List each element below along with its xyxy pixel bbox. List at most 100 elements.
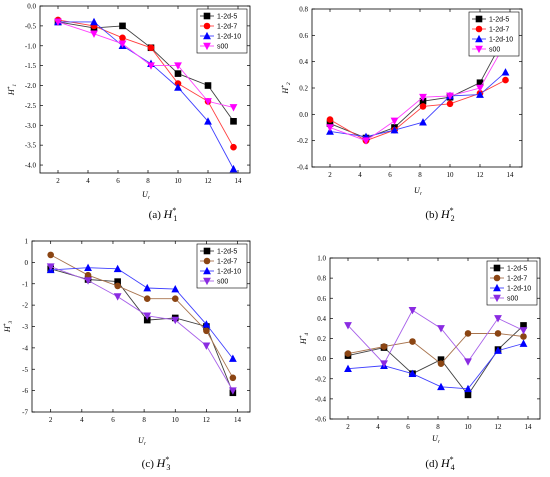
data-point-1-2d-10 [204, 117, 212, 125]
data-point-s00 [46, 263, 55, 271]
x-tick-label: 4 [86, 177, 90, 185]
x-tick-label: 14 [525, 423, 533, 431]
x-axis-label-sub: r [148, 195, 151, 201]
data-point-s00 [408, 307, 417, 315]
x-tick-label: 6 [111, 416, 115, 424]
data-point-1-2d-10 [437, 382, 445, 391]
y-tick-label: -1.5 [25, 62, 37, 70]
data-point-1-2d-10 [84, 263, 92, 272]
data-point-s00 [419, 93, 427, 102]
legend-label: s00 [217, 279, 228, 286]
legend-label: s00 [507, 296, 518, 303]
y-tick-label: -0.5 [25, 22, 37, 30]
legend: 1-2d-5 1-2d-7 1-2d-10 s00 [196, 8, 248, 54]
legend-marker-1-2d-5 [493, 264, 501, 272]
legend-label: 1-2d-10 [489, 37, 513, 44]
legend-label: 1-2d-5 [217, 14, 237, 21]
legend-marker-1-2d-5 [203, 247, 211, 255]
data-point-1-2d-10 [202, 320, 211, 328]
y-tick-label: -3 [22, 323, 28, 331]
legend-label: 1-2d-5 [217, 249, 237, 256]
legend-marker-1-2d-10 [493, 283, 501, 292]
y-tick-label: 0.2 [317, 335, 326, 343]
legend-label: 1-2d-7 [217, 259, 237, 266]
data-point-s00 [84, 277, 92, 285]
caption-var: H [440, 207, 451, 221]
caption-sup: * [450, 455, 454, 464]
data-point-1-2d-10 [229, 164, 238, 173]
y-tick-label: -0.2 [315, 375, 327, 383]
data-point-1-2d-5 [174, 70, 182, 77]
y-tick-label: 0 [25, 259, 29, 267]
y-tick-label: -0.4 [315, 395, 327, 403]
x-tick-label: 2 [346, 423, 350, 431]
data-point-1-2d-7 [119, 34, 126, 42]
x-axis-label-main: U [142, 190, 149, 199]
caption-tag: (d) [425, 458, 441, 470]
legend-marker-1-2d-7 [493, 274, 501, 282]
x-axis-label-sub: r [438, 439, 441, 445]
legend-marker-1-2d-10 [203, 31, 211, 40]
data-point-s00 [390, 117, 399, 126]
x-tick-label: 2 [328, 171, 332, 179]
x-axis-label: Ur [142, 190, 151, 201]
data-point-1-2d-7 [520, 333, 527, 340]
y-tick-label: -2.5 [25, 102, 37, 110]
y-tick-label: -2 [22, 302, 28, 310]
data-point-s00 [147, 62, 155, 70]
y-tick-label: 0.6 [317, 295, 326, 303]
data-point-1-2d-5 [520, 322, 527, 329]
y-tick-label: -0.6 [315, 416, 327, 424]
legend-label: s00 [489, 47, 500, 54]
data-point-1-2d-10 [519, 339, 528, 347]
data-point-1-2d-5 [437, 356, 445, 363]
data-point-s00 [171, 316, 180, 325]
x-tick-label: 10 [172, 416, 180, 424]
legend-label: 1-2d-7 [489, 27, 509, 34]
data-point-s00 [464, 358, 472, 366]
data-point-1-2d-7 [380, 343, 388, 350]
caption-sup: * [172, 206, 176, 215]
x-tick-label: 4 [80, 416, 84, 424]
legend: 1-2d-5 1-2d-7 1-2d-10 s00 [468, 11, 520, 57]
y-tick-label: 0.2 [299, 85, 308, 93]
data-point-s00 [344, 322, 352, 330]
x-tick-label: 6 [116, 177, 120, 185]
legend-marker-1-2d-7 [203, 257, 211, 265]
x-axis-label-sub: r [420, 191, 423, 197]
y-tick-label: 0.8 [299, 6, 308, 14]
data-point-1-2d-10 [143, 283, 152, 292]
y-axis-label: H*1 [7, 84, 18, 97]
y-axis-label-sub: 1 [12, 84, 18, 87]
data-point-s00 [229, 104, 238, 112]
y-tick-label: -4 [22, 344, 28, 352]
y-tick-label: -2.0 [25, 82, 37, 90]
data-point-s00 [476, 84, 484, 93]
y-tick-label: 1 [25, 238, 29, 246]
data-point-1-2d-10 [501, 68, 510, 76]
legend-label: 1-2d-5 [507, 266, 527, 273]
y-axis-label: H*4 [299, 333, 310, 346]
legend-label: 1-2d-7 [217, 24, 237, 31]
y-tick-label: -5 [22, 366, 28, 374]
x-tick-label: 2 [49, 416, 53, 424]
x-tick-label: 8 [436, 423, 440, 431]
legend-label: s00 [217, 44, 228, 51]
chart-panel-a: 2 4 6 8 10 12 14 0.0 -0.5 -1.0 -1.5 -2.0 -2.5 -3.0 -3.… [7, 3, 251, 223]
data-point-1-2d-10 [390, 126, 399, 134]
caption-var: H [440, 456, 451, 470]
data-point-1-2d-10 [494, 346, 502, 354]
data-point-1-2d-10 [174, 83, 182, 91]
data-point-s00 [113, 293, 122, 301]
legend-label: 1-2d-7 [507, 276, 527, 283]
data-point-1-2d-5 [143, 316, 151, 324]
x-tick-label: 14 [235, 177, 243, 185]
data-point-1-2d-10 [476, 90, 484, 98]
data-point-s00 [174, 62, 182, 70]
x-tick-label: 12 [203, 416, 211, 424]
y-tick-label: -0.4 [297, 164, 309, 172]
data-point-1-2d-10 [419, 118, 427, 126]
figure-caption: (b) H* 2 [425, 206, 454, 223]
y-axis-label-sub: 4 [303, 333, 310, 336]
